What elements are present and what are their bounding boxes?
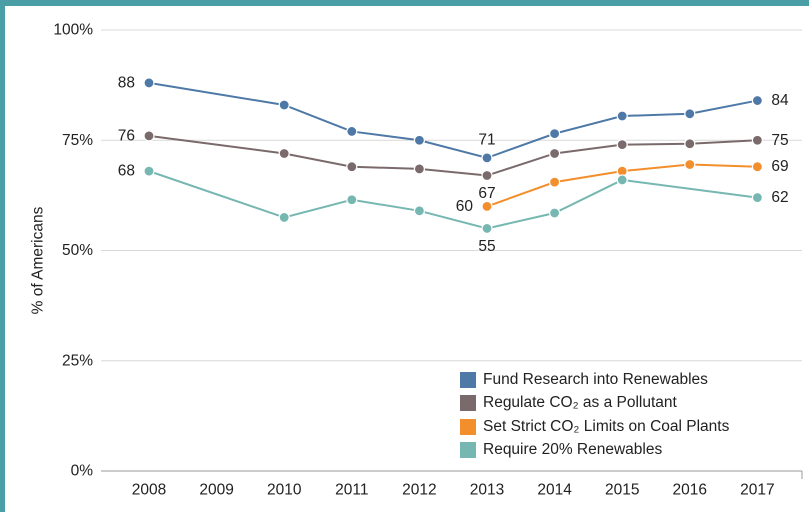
data-point	[548, 176, 561, 188]
data-label: 67	[478, 185, 495, 202]
data-point	[684, 158, 696, 171]
legend: Fund Research into Renewables Regulate C…	[460, 368, 729, 462]
data-point	[143, 130, 155, 142]
y-tick-label: 0%	[71, 463, 94, 480]
legend-label: Require 20% Renewables	[483, 441, 663, 459]
data-point	[346, 161, 358, 173]
legend-swatch	[460, 395, 476, 412]
legend-swatch	[460, 442, 476, 459]
data-point	[346, 125, 358, 138]
legend-item: Set Strict CO₂ Limits on Coal Plants	[460, 415, 729, 439]
data-point	[751, 191, 764, 204]
x-tick-label: 2009	[199, 482, 233, 499]
legend-swatch	[460, 418, 476, 435]
series-line	[148, 134, 758, 177]
x-tick-label: 2011	[335, 482, 368, 499]
data-point	[143, 165, 155, 177]
data-label: 84	[771, 92, 789, 109]
y-tick-label: 25%	[62, 352, 93, 369]
data-point	[751, 134, 764, 146]
data-label: 68	[118, 163, 135, 180]
data-label: 69	[771, 158, 788, 175]
series-line	[148, 81, 758, 159]
x-tick-label: 2012	[402, 482, 436, 499]
data-point	[684, 108, 696, 120]
x-tick-label: 2017	[740, 482, 774, 499]
x-tick-label: 2014	[537, 482, 572, 499]
data-point	[616, 139, 628, 151]
line-chart: 0% 25% 50% 75% 100% 2008 2009 2010 2011 2012 2013 2…	[30, 22, 803, 499]
data-point	[548, 207, 561, 219]
series-line	[148, 170, 758, 230]
x-tick-label: 2008	[132, 482, 166, 499]
y-tick-label: 75%	[62, 132, 93, 149]
data-label: 55	[478, 238, 495, 255]
data-label: 76	[118, 127, 135, 144]
legend-item: Fund Research into Renewables	[460, 368, 729, 392]
legend-item: Regulate CO₂ as a Pollutant	[460, 392, 729, 416]
legend-item: Require 20% Renewables	[460, 439, 729, 463]
data-label: 88	[118, 74, 135, 91]
data-point	[548, 128, 561, 140]
data-point	[278, 99, 290, 111]
data-point	[143, 77, 155, 89]
data-label: 60	[456, 198, 474, 215]
legend-label: Set Strict CO₂ Limits on Coal Plants	[483, 417, 730, 435]
x-tick-label: 2010	[267, 482, 302, 499]
data-point	[751, 94, 764, 107]
legend-label: Regulate CO₂ as a Pollutant	[483, 394, 677, 412]
data-point	[413, 163, 425, 175]
data-point	[481, 169, 493, 182]
data-label: 71	[478, 131, 495, 148]
data-point	[413, 205, 425, 217]
data-point	[278, 211, 290, 224]
y-tick-label: 100%	[53, 22, 93, 39]
data-point	[481, 200, 493, 212]
data-point	[548, 147, 561, 160]
y-axis-label: % of Americans	[30, 206, 47, 314]
data-point	[346, 194, 358, 206]
x-tick-label: 2016	[673, 482, 707, 499]
chart-frame: 0% 25% 50% 75% 100% 2008 2009 2010 2011 2012 2013 2…	[5, 6, 809, 512]
data-point	[616, 174, 628, 186]
data-point	[751, 161, 764, 173]
data-point	[684, 138, 696, 150]
data-point	[278, 147, 290, 160]
data-label: 75	[771, 132, 788, 149]
data-label: 62	[771, 189, 788, 206]
y-tick-label: 50%	[62, 242, 93, 259]
x-tick-label: 2013	[470, 482, 504, 499]
legend-swatch	[460, 371, 476, 388]
data-point	[481, 152, 493, 164]
x-tick-label: 2015	[605, 482, 639, 499]
data-point	[413, 134, 425, 146]
data-point	[481, 222, 493, 235]
data-point	[616, 110, 628, 122]
legend-label: Fund Research into Renewables	[483, 370, 708, 388]
